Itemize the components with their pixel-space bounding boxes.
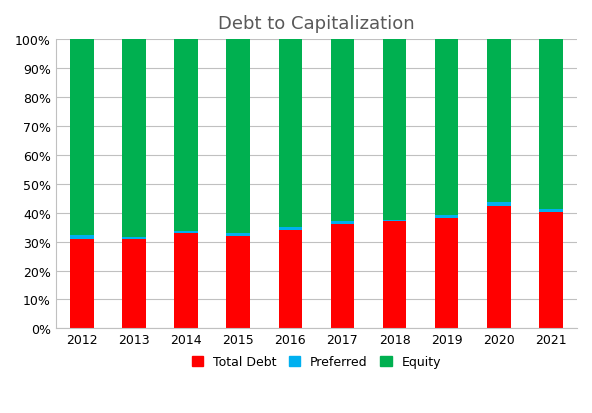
Bar <box>70 239 94 329</box>
Bar <box>383 220 406 222</box>
Bar <box>227 233 250 237</box>
Bar <box>122 239 146 329</box>
Bar <box>174 40 198 231</box>
Bar <box>487 40 510 202</box>
Bar <box>383 40 406 220</box>
Bar <box>174 233 198 329</box>
Bar <box>227 40 250 233</box>
Bar <box>331 225 354 329</box>
Bar <box>435 216 458 218</box>
Bar <box>539 210 562 213</box>
Bar <box>122 237 146 239</box>
Bar <box>487 207 510 329</box>
Legend: Total Debt, Preferred, Equity: Total Debt, Preferred, Equity <box>192 356 441 368</box>
Bar <box>122 40 146 237</box>
Bar <box>383 222 406 329</box>
Bar <box>539 213 562 329</box>
Bar <box>70 40 94 235</box>
Bar <box>539 40 562 210</box>
Bar <box>279 227 302 230</box>
Bar <box>487 202 510 207</box>
Bar <box>70 235 94 239</box>
Bar <box>227 237 250 329</box>
Bar <box>331 40 354 221</box>
Bar <box>331 221 354 225</box>
Bar <box>435 40 458 216</box>
Bar <box>435 218 458 329</box>
Bar <box>174 231 198 233</box>
Title: Debt to Capitalization: Debt to Capitalization <box>218 15 414 33</box>
Bar <box>279 40 302 227</box>
Bar <box>279 230 302 329</box>
